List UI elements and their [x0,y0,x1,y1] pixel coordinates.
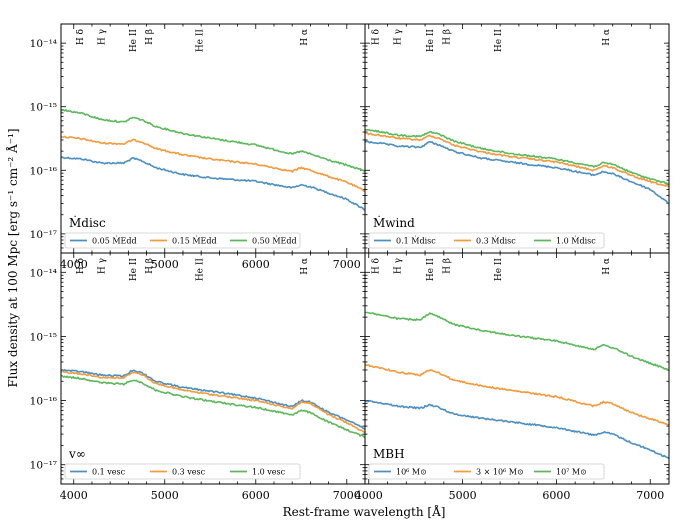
x-tick-label: 7000 [333,489,361,502]
line-marker-label: H α [602,258,612,275]
y-tick-label: 10⁻¹⁵ [30,102,57,114]
series-line [365,132,669,188]
line-marker-label: H δ [76,258,86,274]
legend-entry: 0.3 vesc [172,468,206,477]
legend-entry: 0.3 Ṁdisc [476,237,516,246]
y-tick-label: 10⁻¹⁷ [30,229,57,241]
y-tick-label: 10⁻¹⁶ [30,165,57,177]
legend-entry: 0.1 Ṁdisc [396,237,436,246]
line-marker-label: H α [300,258,310,275]
legend-entry: 0.50 ṀEdd [252,237,297,246]
x-tick-label: 4000 [60,489,88,502]
panel-label: v∞ [68,447,86,461]
series-group [61,368,365,438]
series-line [365,399,669,460]
legend-box [368,463,605,480]
line-marker-label: He II [494,258,504,282]
line-marker-label: H β [443,258,453,274]
line-marker-label: H α [602,29,612,46]
legend-box [64,232,301,249]
y-tick-label: 10⁻¹⁶ [30,396,57,408]
legend-entry: 1.0 Ṁdisc [556,237,596,246]
line-marker-label: H γ [98,29,108,45]
legend-entry: 10⁶ M⊙ [396,468,427,477]
series-group [365,128,669,205]
line-marker-label: He II [129,258,139,282]
x-tick-label: 6000 [542,489,570,502]
line-marker-label: H γ [394,258,404,274]
line-marker-label: He II [426,258,436,282]
panel-bottom-left: 10⁻¹⁴ 10⁻¹⁵ 10⁻¹⁶ 10⁻¹⁷ 4000 5000 6000 7000 H δ H… [30,252,366,502]
legend-box [368,232,605,249]
line-marker-label: H β [443,29,453,45]
x-tick-label: 6000 [242,489,270,502]
panel-top-left: 10⁻¹⁴ 10⁻¹⁵ 10⁻¹⁶ 10⁻¹⁷ 4000 5000 6000 7000 H δ H… [30,23,366,271]
legend-box [64,463,301,480]
series-line [365,363,669,426]
panel-bottom-right: 4000 5000 6000 7000 H δ H γ He II H β He II H α MB… [355,252,670,502]
line-marker-label: He II [129,29,139,53]
series-line [61,370,365,434]
y-tick-label: 10⁻¹⁵ [30,331,57,343]
series-line [61,109,365,172]
x-tick-label: 6000 [242,258,270,271]
y-tick-label: 10⁻¹⁴ [30,267,57,279]
panel-frame [60,252,366,485]
y-tick-label: 10⁻¹⁷ [30,460,57,472]
legend-entry: 3 × 10⁶ M⊙ [476,468,524,477]
x-tick-label: 4000 [60,258,88,271]
x-tick-label: 5000 [151,258,179,271]
x-tick-label: 7000 [333,258,361,271]
legend-entry: 10⁷ M⊙ [556,468,587,477]
line-marker-label: H α [300,29,310,46]
series-line [365,311,669,372]
line-marker-label: H γ [98,258,108,274]
x-axis-label: Rest-frame wavelength [Å] [283,504,446,519]
legend: 0.1 Ṁdisc 0.3 Ṁdisc 1.0 Ṁdisc [368,232,605,249]
line-marker-label: He II [494,29,504,53]
x-tick-label: 4000 [355,489,383,502]
line-marker-label: H δ [371,29,381,45]
x-tick-label: 7000 [636,489,664,502]
series-group [61,109,365,211]
legend-entry: 0.1 vesc [92,468,126,477]
legend-entry: 1.0 vesc [252,468,286,477]
x-tick-label: 5000 [449,489,477,502]
legend-entry: 0.05 ṀEdd [92,237,137,246]
x-tick-label: 5000 [151,489,179,502]
line-marker-label: He II [195,258,205,282]
line-marker-label: H δ [76,29,86,45]
legend-entry: 0.15 ṀEdd [172,237,217,246]
series-line [61,368,365,430]
series-line [365,140,669,205]
y-tick-label: 10⁻¹⁴ [30,38,57,50]
series-line [61,156,365,211]
series-group [365,311,669,460]
line-marker-label: H β [145,29,155,45]
series-line [365,128,669,186]
panel-label: MBH [373,447,405,461]
line-marker-label: He II [426,29,436,53]
legend: 0.05 ṀEdd 0.15 ṀEdd 0.50 ṀEdd [64,232,301,249]
y-axis-label: Flux density at 100 Mpc [erg s⁻¹ cm⁻² Å⁻… [5,128,20,387]
legend: 0.1 vesc 0.3 vesc 1.0 vesc [64,463,301,480]
panel-frame [364,252,670,485]
series-line [61,135,365,193]
line-marker-label: H β [145,258,155,274]
line-marker-label: H δ [371,258,381,274]
panel-label: Ṁdisc [69,215,106,230]
panel-top-right: H δ H γ He II H β He II H α Ṁwind 0.1 Ṁdisc 0.3 … [364,23,670,254]
line-marker-label: He II [195,29,205,53]
series-line [61,374,365,438]
legend: 10⁶ M⊙ 3 × 10⁶ M⊙ 10⁷ M⊙ [368,463,605,480]
line-marker-label: H γ [394,29,404,45]
panel-label: Ṁwind [373,215,415,230]
